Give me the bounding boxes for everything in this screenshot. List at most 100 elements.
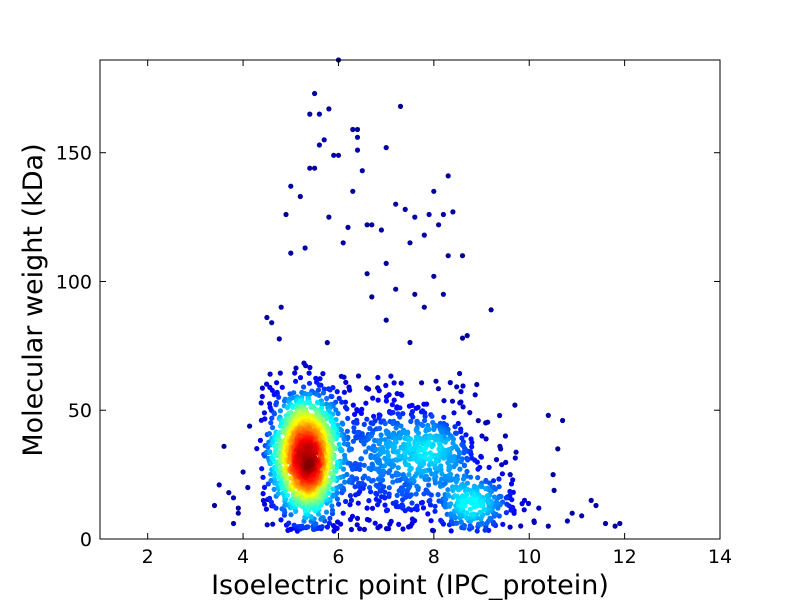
data-point — [378, 227, 384, 233]
data-point — [269, 415, 275, 421]
data-point — [345, 415, 351, 421]
data-point — [354, 522, 360, 528]
data-point — [383, 317, 389, 323]
data-point — [269, 320, 275, 326]
data-point — [342, 479, 348, 485]
data-point — [297, 491, 303, 497]
data-point — [400, 526, 406, 532]
data-point — [350, 438, 356, 444]
data-point — [435, 386, 441, 392]
data-point — [461, 450, 467, 456]
data-point — [464, 510, 470, 516]
data-point — [348, 526, 354, 533]
data-points — [211, 57, 623, 534]
data-point — [407, 339, 413, 346]
data-point — [368, 433, 374, 439]
data-point — [235, 510, 241, 516]
data-point — [531, 518, 537, 524]
data-point — [493, 457, 500, 463]
data-point — [391, 462, 397, 468]
data-point — [354, 126, 361, 133]
data-point — [427, 455, 433, 461]
data-point — [445, 487, 451, 493]
data-point — [335, 459, 341, 465]
data-point — [317, 376, 323, 382]
data-point — [617, 520, 623, 527]
data-point — [226, 490, 232, 496]
data-point — [353, 492, 359, 498]
data-point — [409, 402, 415, 408]
data-point — [422, 417, 428, 424]
data-point — [329, 503, 335, 509]
data-point — [406, 440, 412, 446]
data-point — [364, 505, 370, 511]
data-point — [412, 291, 418, 297]
data-point — [290, 404, 296, 410]
data-point — [360, 438, 366, 444]
data-point — [401, 474, 407, 480]
data-point — [519, 501, 525, 507]
data-point — [390, 420, 396, 427]
data-point — [312, 90, 318, 97]
data-point — [507, 488, 513, 495]
data-point — [510, 477, 516, 483]
data-point — [370, 421, 376, 427]
data-point — [393, 425, 399, 431]
data-point — [330, 486, 336, 492]
data-point — [347, 493, 353, 499]
data-point — [283, 211, 289, 218]
data-point — [352, 484, 358, 490]
data-point — [498, 446, 504, 452]
data-point — [364, 385, 370, 391]
data-point — [355, 500, 361, 506]
data-point — [406, 471, 412, 478]
data-point — [370, 477, 376, 483]
data-point — [357, 484, 363, 490]
data-point — [569, 510, 575, 516]
data-point — [279, 506, 285, 512]
data-point — [316, 142, 322, 148]
data-point — [536, 505, 542, 511]
data-point — [389, 402, 395, 408]
data-point — [487, 480, 493, 486]
data-point — [278, 304, 284, 310]
data-point — [474, 528, 480, 534]
data-point — [299, 523, 305, 529]
data-point — [390, 409, 396, 416]
data-point — [320, 390, 327, 396]
data-point — [339, 399, 345, 405]
data-point — [269, 425, 276, 431]
data-point — [415, 404, 421, 410]
data-point — [550, 472, 556, 478]
data-point — [324, 395, 330, 402]
data-point — [451, 410, 457, 416]
data-point — [431, 273, 437, 279]
data-point — [363, 449, 369, 455]
data-point — [440, 291, 446, 297]
data-point — [335, 519, 341, 525]
data-point — [521, 507, 527, 513]
data-point — [383, 145, 389, 151]
data-point — [384, 507, 390, 513]
data-point — [390, 479, 396, 485]
data-point — [376, 457, 382, 463]
data-point — [291, 390, 297, 396]
data-point — [445, 173, 451, 179]
data-point — [235, 505, 241, 511]
data-point — [469, 444, 475, 450]
data-point — [324, 340, 330, 346]
data-point — [402, 450, 408, 456]
data-point — [452, 485, 458, 491]
data-point — [435, 465, 441, 471]
y-tick-label: 0 — [80, 529, 92, 551]
data-point — [277, 370, 283, 376]
data-point — [438, 517, 444, 524]
data-point — [376, 440, 382, 446]
data-point — [393, 201, 399, 207]
data-point — [425, 511, 431, 517]
data-point — [400, 487, 406, 493]
data-point — [333, 407, 339, 413]
data-point — [331, 152, 337, 158]
data-point — [391, 397, 397, 403]
data-point — [312, 165, 318, 171]
